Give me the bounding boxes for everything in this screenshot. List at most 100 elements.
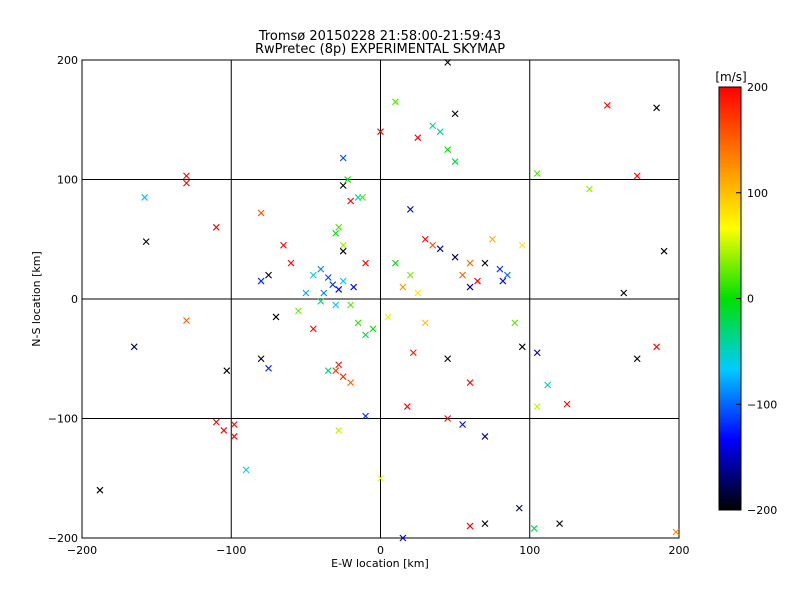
data-point-cross bbox=[444, 146, 452, 154]
data-point-cross bbox=[287, 259, 295, 267]
data-point-cross bbox=[220, 427, 228, 434]
y-tick-label: −100 bbox=[48, 413, 78, 426]
x-axis-ticks: −200 −100 0 100 200 bbox=[67, 544, 690, 557]
data-points bbox=[96, 59, 680, 542]
data-point-cross bbox=[377, 474, 384, 482]
data-point-cross bbox=[384, 313, 392, 321]
colorbar-tick-label: 0 bbox=[747, 293, 754, 306]
x-tick-label: 200 bbox=[669, 544, 690, 557]
data-point-cross bbox=[466, 379, 474, 387]
data-point-cross bbox=[183, 179, 190, 187]
data-point-cross bbox=[212, 223, 220, 231]
data-point-cross bbox=[459, 271, 466, 279]
data-point-cross bbox=[302, 289, 310, 297]
data-point-cross bbox=[421, 235, 429, 243]
data-point-cross bbox=[362, 331, 369, 339]
data-point-cross bbox=[317, 265, 325, 273]
data-point-cross bbox=[329, 281, 337, 289]
data-point-cross bbox=[466, 283, 474, 291]
data-point-cross bbox=[183, 317, 190, 324]
data-point-cross bbox=[451, 110, 459, 118]
data-point-cross bbox=[223, 367, 231, 375]
colorbar-tick-label: 100 bbox=[747, 187, 768, 200]
data-point-cross bbox=[317, 298, 325, 305]
data-point-cross bbox=[489, 235, 496, 243]
data-point-cross bbox=[421, 319, 429, 327]
data-point-cross bbox=[653, 343, 661, 351]
data-point-cross bbox=[362, 259, 369, 267]
data-point-cross bbox=[414, 289, 422, 297]
x-tick-label: −200 bbox=[67, 544, 97, 557]
x-tick-label: −100 bbox=[216, 544, 246, 557]
data-point-cross bbox=[212, 418, 220, 426]
data-point-cross bbox=[409, 349, 417, 357]
colorbar-tick-label: −200 bbox=[747, 504, 777, 517]
data-point-cross bbox=[369, 325, 377, 333]
data-point-cross bbox=[257, 355, 265, 363]
data-point-cross bbox=[347, 197, 355, 205]
data-point-cross bbox=[339, 154, 347, 162]
data-point-cross bbox=[392, 259, 399, 267]
y-axis-label: N-S location [km] bbox=[30, 251, 43, 347]
data-point-cross bbox=[660, 247, 668, 255]
data-point-cross bbox=[403, 403, 411, 410]
chart-title: Tromsø 20150228 21:58:00-21:59:43 bbox=[258, 29, 501, 44]
y-tick-label: 100 bbox=[57, 174, 78, 187]
data-point-cross bbox=[533, 349, 541, 357]
data-point-cross bbox=[272, 313, 280, 321]
data-point-cross bbox=[633, 355, 641, 363]
colorbar: [m/s] 200 100 0 −100 −200 bbox=[715, 70, 777, 517]
data-point-cross bbox=[309, 271, 317, 279]
data-point-cross bbox=[499, 277, 507, 285]
data-point-cross bbox=[335, 223, 343, 231]
data-point-cross bbox=[586, 185, 593, 193]
data-point-cross bbox=[339, 247, 347, 255]
data-point-cross bbox=[332, 367, 340, 375]
data-point-cross bbox=[230, 433, 238, 440]
x-tick-label: 0 bbox=[377, 544, 384, 557]
data-point-cross bbox=[265, 364, 272, 372]
data-point-cross bbox=[533, 403, 541, 410]
plot-area bbox=[81, 59, 680, 542]
data-point-cross bbox=[466, 259, 474, 267]
data-point-cross bbox=[633, 172, 641, 180]
data-point-cross bbox=[406, 205, 414, 213]
data-point-cross bbox=[518, 343, 526, 351]
data-point-cross bbox=[466, 522, 474, 530]
data-point-cross bbox=[130, 343, 138, 351]
data-point-cross bbox=[399, 534, 407, 542]
data-point-cross bbox=[503, 271, 511, 279]
x-tick-label: 100 bbox=[519, 544, 540, 557]
data-point-cross bbox=[451, 158, 459, 165]
data-point-cross bbox=[511, 319, 519, 327]
chart-subtitle: RwPretec (8p) EXPERIMENTAL SKYMAP bbox=[255, 42, 505, 57]
colorbar-tick-label: 200 bbox=[747, 81, 768, 94]
data-point-cross bbox=[335, 361, 343, 369]
data-point-cross bbox=[515, 504, 523, 512]
data-point-cross bbox=[533, 170, 541, 177]
data-point-cross bbox=[603, 102, 611, 109]
data-point-cross bbox=[429, 241, 437, 249]
data-point-cross bbox=[481, 259, 489, 267]
data-point-cross bbox=[242, 466, 250, 474]
grid-lines bbox=[82, 60, 679, 538]
colorbar-ticks: 200 100 0 −100 −200 bbox=[736, 81, 777, 517]
data-point-cross bbox=[414, 134, 422, 142]
data-point-cross bbox=[481, 433, 489, 440]
data-point-cross bbox=[332, 229, 340, 237]
data-point-cross bbox=[354, 319, 362, 327]
data-point-cross bbox=[362, 412, 369, 420]
data-point-cross bbox=[350, 283, 358, 291]
data-point-cross bbox=[451, 253, 459, 261]
data-point-cross bbox=[620, 289, 628, 297]
data-point-cross bbox=[335, 427, 343, 434]
data-point-cross bbox=[481, 520, 489, 528]
data-point-cross bbox=[324, 274, 332, 281]
data-point-cross bbox=[265, 271, 272, 279]
data-point-cross bbox=[496, 265, 504, 273]
data-point-cross bbox=[141, 194, 149, 201]
data-point-cross bbox=[544, 381, 552, 389]
data-point-cross bbox=[309, 325, 317, 333]
data-point-cross bbox=[280, 241, 287, 249]
